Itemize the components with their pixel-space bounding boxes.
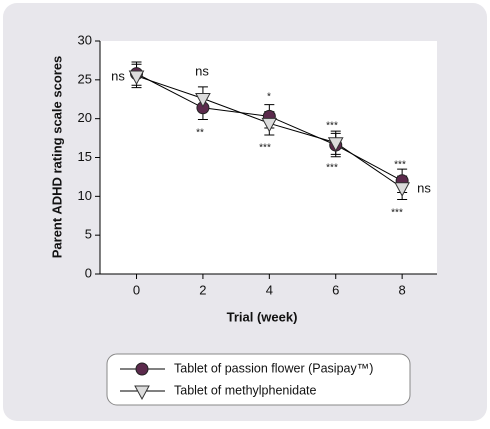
x-tick-label: 6 bbox=[332, 282, 339, 297]
significance-label: ns bbox=[195, 63, 209, 78]
legend-label: Tablet of methylphenidate bbox=[174, 383, 317, 397]
significance-label: *** bbox=[326, 121, 338, 132]
y-tick-label: 20 bbox=[78, 110, 92, 125]
data-point bbox=[128, 70, 145, 86]
significance-label: *** bbox=[326, 163, 338, 174]
data-point bbox=[195, 92, 211, 108]
data-point bbox=[327, 137, 344, 152]
legend-box bbox=[106, 353, 411, 406]
x-tick-label: 4 bbox=[266, 282, 273, 297]
legend-marker bbox=[135, 362, 149, 376]
x-tick-label: 2 bbox=[199, 282, 206, 297]
y-tick-label: 25 bbox=[78, 71, 92, 86]
plot-area bbox=[100, 41, 437, 274]
data-point bbox=[261, 117, 278, 133]
y-tick-label: 30 bbox=[78, 32, 92, 47]
y-tick-label: 5 bbox=[85, 227, 92, 242]
y-tick-label: 10 bbox=[78, 188, 92, 203]
x-tick-label: 8 bbox=[399, 282, 406, 297]
significance-label: *** bbox=[391, 208, 403, 219]
legend-label: Tablet of passion flower (Pasipay™) bbox=[174, 361, 373, 375]
y-axis-label: Parent ADHD rating scale scores bbox=[49, 56, 64, 259]
x-axis-label: Trial (week) bbox=[227, 309, 298, 324]
y-tick-label: 15 bbox=[78, 149, 92, 164]
significance-label: ** bbox=[196, 128, 204, 139]
significance-label: *** bbox=[394, 160, 406, 171]
significance-label: ns bbox=[111, 68, 125, 83]
x-tick-label: 0 bbox=[133, 282, 140, 297]
significance-label: *** bbox=[259, 143, 271, 154]
data-point bbox=[394, 182, 410, 197]
legend-marker bbox=[134, 385, 150, 401]
y-tick-label: 0 bbox=[85, 265, 92, 280]
significance-label: ns bbox=[417, 180, 431, 195]
significance-label: * bbox=[267, 92, 271, 103]
